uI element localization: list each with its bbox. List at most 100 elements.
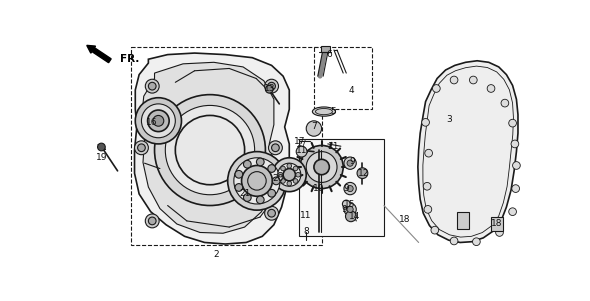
Circle shape [244,194,251,201]
Circle shape [432,85,440,92]
Text: 13: 13 [264,84,276,93]
Circle shape [306,121,322,136]
Circle shape [425,149,432,157]
Circle shape [501,99,509,107]
Circle shape [148,110,169,132]
Circle shape [424,206,432,213]
Circle shape [235,184,242,191]
Bar [314,47,372,108]
Circle shape [137,144,145,152]
Text: 18: 18 [491,219,502,228]
Text: 8: 8 [303,227,309,236]
Text: 16: 16 [146,118,157,127]
Circle shape [293,166,298,171]
Circle shape [153,115,164,126]
Text: 9: 9 [341,205,347,214]
Text: 14: 14 [349,212,360,221]
Bar [321,46,330,52]
Circle shape [281,179,286,183]
Circle shape [347,160,353,166]
Circle shape [135,98,182,144]
Circle shape [300,145,343,189]
Circle shape [487,85,495,92]
Text: 11: 11 [300,211,311,220]
Circle shape [306,152,337,182]
Circle shape [268,189,276,197]
Circle shape [268,165,276,172]
Text: 15: 15 [345,200,356,209]
Circle shape [509,119,516,127]
Circle shape [266,85,273,93]
Circle shape [241,166,273,196]
Circle shape [287,181,291,186]
Text: 10: 10 [313,184,324,193]
Circle shape [422,119,430,126]
Circle shape [512,185,520,192]
Text: 17: 17 [294,137,305,146]
Text: 7: 7 [311,122,317,131]
Bar [491,217,503,231]
Text: 9: 9 [343,184,349,193]
Circle shape [431,226,438,234]
Circle shape [268,209,276,217]
Circle shape [347,206,353,213]
Circle shape [344,157,356,169]
Circle shape [244,160,251,168]
Circle shape [342,200,350,208]
Text: 5: 5 [330,107,336,116]
Circle shape [268,141,283,155]
Circle shape [155,95,266,206]
Circle shape [142,104,175,138]
Text: 17: 17 [296,139,307,148]
Polygon shape [142,62,274,233]
Circle shape [293,179,298,183]
FancyArrow shape [87,45,111,63]
Circle shape [423,182,431,190]
Text: 21: 21 [240,189,251,198]
Polygon shape [135,53,289,244]
Circle shape [344,203,356,216]
Circle shape [145,79,159,93]
Circle shape [314,159,329,175]
Circle shape [268,82,276,90]
Text: 2: 2 [214,250,219,259]
Polygon shape [418,61,518,243]
Circle shape [265,79,278,93]
Text: 4: 4 [348,85,353,95]
Ellipse shape [312,107,336,116]
Text: 20: 20 [273,174,284,183]
Circle shape [135,141,148,155]
Circle shape [273,158,306,192]
Circle shape [234,158,280,204]
Circle shape [296,172,300,177]
Bar [299,139,384,236]
Circle shape [278,172,283,177]
Circle shape [165,105,255,195]
Circle shape [470,76,477,84]
Circle shape [281,166,286,171]
Circle shape [148,82,156,90]
Circle shape [265,206,278,220]
Text: 11: 11 [296,146,307,155]
Circle shape [287,163,291,168]
Bar [457,212,470,229]
Circle shape [473,238,480,246]
Circle shape [450,76,458,84]
Text: 3: 3 [446,115,451,124]
Circle shape [357,168,368,178]
Circle shape [511,140,519,148]
Circle shape [235,170,242,178]
Text: FR.: FR. [120,54,139,64]
Circle shape [278,163,301,186]
Text: 9: 9 [349,157,355,166]
Circle shape [273,177,280,185]
Circle shape [228,152,286,210]
Circle shape [496,229,503,236]
Circle shape [271,144,279,152]
Circle shape [296,146,307,157]
Circle shape [97,143,105,151]
Circle shape [344,182,356,195]
Circle shape [145,214,159,228]
Circle shape [257,158,264,166]
Circle shape [450,237,458,245]
